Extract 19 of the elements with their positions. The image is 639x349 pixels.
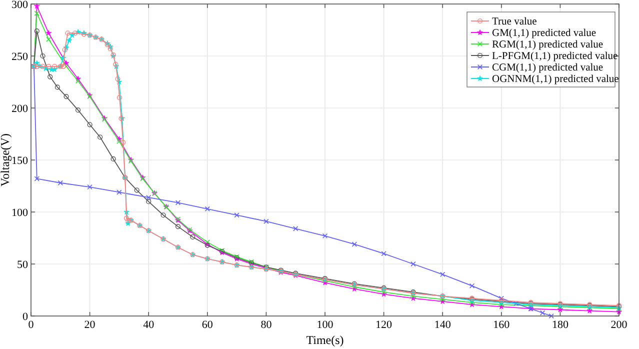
x-tick-label: 160 [493,319,510,331]
y-tick-label: 200 [12,102,28,115]
x-tick-label: 60 [202,319,214,331]
y-tick-label: 0 [22,310,28,323]
x-tick-label: 180 [552,319,569,331]
y-axis-title: Voltage(V) [0,133,12,187]
x-tick-label: 200 [610,319,628,331]
x-tick-label: 80 [260,319,272,331]
y-tick-label: 150 [12,154,28,167]
x-tick-label: 40 [143,319,155,331]
x-tick-label: 100 [316,319,334,331]
x-tick-label: 120 [376,319,393,331]
y-tick-label: 100 [12,206,28,219]
x-tick-label: 140 [434,319,452,331]
y-tick-label: 250 [12,50,28,63]
y-tick-label: 300 [12,0,28,11]
x-tick-label: 20 [84,319,96,331]
x-axis-title: Time(s) [306,333,344,347]
y-tick-label: 50 [17,258,28,271]
